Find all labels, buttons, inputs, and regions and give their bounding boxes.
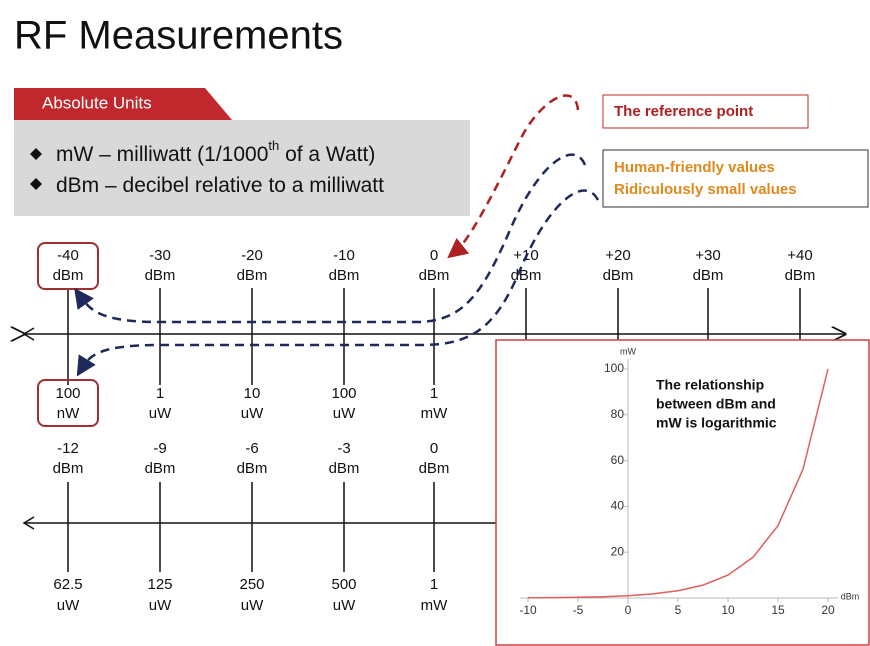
mw-value: 125	[147, 576, 172, 593]
banner-text: Absolute Units	[42, 93, 152, 112]
data-line	[527, 368, 829, 599]
y-tick-label: 40	[611, 499, 625, 513]
x-tick-label: 0	[625, 603, 632, 617]
axis-arrow	[22, 327, 35, 341]
dbm-value: -3	[337, 440, 350, 457]
mw-value: 250	[239, 576, 264, 593]
mw-unit: mW	[421, 405, 448, 422]
x-tick-label: 20	[821, 603, 835, 617]
callout-text: The reference point	[614, 103, 753, 120]
mw-unit: uW	[333, 405, 356, 422]
dbm-value: +20	[605, 247, 630, 264]
inset-chart	[495, 339, 870, 646]
dbm-value: -20	[241, 247, 263, 264]
callout-box	[602, 94, 809, 129]
dbm-value: 0	[430, 247, 438, 264]
dbm-value: +40	[787, 247, 812, 264]
callout-box	[602, 149, 869, 208]
mw-value: 1	[430, 576, 438, 593]
dbm-unit: dBm	[419, 460, 450, 477]
mw-unit: uW	[149, 597, 172, 614]
callout-text: Ridiculously small values	[614, 181, 797, 198]
mw-value: 100	[331, 385, 356, 402]
dbm-unit: dBm	[329, 460, 360, 477]
dbm-unit: dBm	[785, 267, 816, 284]
dbm-value: +30	[695, 247, 720, 264]
x-tick-label: 5	[675, 603, 682, 617]
bullet-part: of a Watt)	[279, 143, 375, 166]
x-tick-label: 15	[771, 603, 785, 617]
mw-unit: nW	[57, 405, 80, 422]
y-axis-label: mW	[620, 346, 636, 356]
mw-unit: uW	[241, 405, 264, 422]
callout-text: Human-friendly values	[614, 159, 775, 176]
mw-value: 1	[156, 385, 164, 402]
mw-value: 62.5	[53, 576, 82, 593]
bullet-sup: th	[268, 138, 279, 153]
bullet: mW – milliwatt (1/1000th of a Watt)	[56, 138, 375, 165]
arrow-human	[74, 153, 587, 324]
y-tick-label: 20	[611, 544, 625, 558]
annotation: between dBm and	[656, 396, 776, 412]
slide-title: RF Measurements	[14, 14, 343, 58]
dbm-value: -40	[57, 247, 79, 264]
dbm-unit: dBm	[237, 267, 268, 284]
y-tick-label: 60	[611, 453, 625, 467]
mw-value: 1	[430, 385, 438, 402]
x-axis-label: dBm	[841, 591, 860, 601]
annotation: mW is logarithmic	[656, 415, 777, 431]
dbm-value: 0	[430, 440, 438, 457]
bullet-part: dBm – decibel relative to a milliwatt	[56, 174, 384, 197]
axis-arrow	[22, 516, 35, 530]
bullet: dBm – decibel relative to a milliwatt	[56, 174, 384, 197]
mw-unit: uW	[149, 405, 172, 422]
x-tick-label: 10	[721, 603, 735, 617]
mw-unit: uW	[241, 597, 264, 614]
dbm-value: -9	[153, 440, 166, 457]
dbm-value: -10	[333, 247, 355, 264]
dbm-unit: dBm	[53, 460, 84, 477]
dbm-value: -6	[245, 440, 258, 457]
dbm-unit: dBm	[693, 267, 724, 284]
mw-unit: uW	[333, 597, 356, 614]
x-tick-label: -10	[519, 603, 537, 617]
dbm-unit: dBm	[603, 267, 634, 284]
mw-value: 500	[331, 576, 356, 593]
banner-shape	[14, 88, 232, 120]
mw-value: 100	[55, 385, 80, 402]
dbm-unit: dBm	[237, 460, 268, 477]
dbm-value: -12	[57, 440, 79, 457]
mw-value: 10	[244, 385, 261, 402]
bullet-box	[14, 120, 470, 216]
bullet-icons	[30, 148, 42, 190]
mw-unit: uW	[57, 597, 80, 614]
arrow-reference	[447, 94, 580, 259]
dbm-unit: dBm	[419, 267, 450, 284]
x-tick-label: -5	[573, 603, 584, 617]
y-tick-label: 100	[604, 361, 624, 375]
bullet-part: mW – milliwatt (1/1000	[56, 143, 268, 166]
mw-unit: mW	[421, 597, 448, 614]
arrow-small	[76, 189, 600, 377]
y-tick-label: 80	[611, 407, 625, 421]
dbm-unit: dBm	[145, 460, 176, 477]
dbm-unit: dBm	[329, 267, 360, 284]
dbm-unit: dBm	[145, 267, 176, 284]
highlight-box	[37, 379, 99, 427]
dbm-value: -30	[149, 247, 171, 264]
highlight-box	[37, 242, 99, 290]
dbm-unit: dBm	[53, 267, 84, 284]
annotation: The relationship	[656, 377, 764, 393]
